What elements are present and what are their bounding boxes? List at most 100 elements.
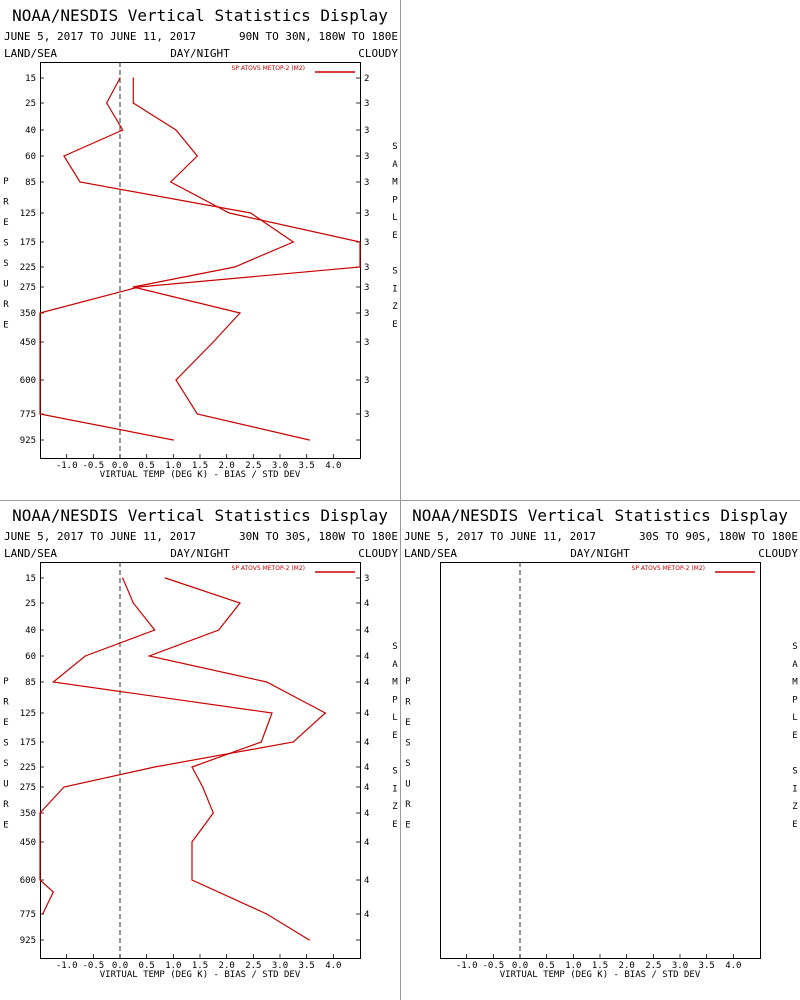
pressure-level-label: 450: [20, 838, 36, 848]
pressure-axis-letter: R: [3, 698, 9, 708]
bias-data-point: [292, 241, 294, 243]
x-tick-label: 1.0: [165, 461, 181, 471]
pressure-level-label: 925: [20, 936, 36, 946]
sample-axis-letter: L: [792, 713, 797, 723]
sample-size-value: 3: [364, 152, 369, 162]
sample-size-value: 3: [364, 178, 369, 188]
region-label: 90N TO 30N, 180W TO 180E: [239, 30, 398, 43]
date-range: JUNE 5, 2017 TO JUNE 11, 2017: [4, 530, 196, 543]
pressure-axis-letter: P: [3, 677, 9, 687]
std-dev-series-line: [39, 78, 361, 441]
x-axis-label: VIRTUAL TEMP (DEG K) - BIAS / STD DEV: [500, 970, 701, 980]
bias-data-point: [212, 812, 214, 814]
sample-size-value: 4: [364, 709, 369, 719]
pressure-axis-letter: P: [3, 177, 9, 187]
pressure-axis-letter: S: [3, 259, 8, 269]
x-tick-label: -0.5: [82, 961, 104, 971]
x-tick-label: 0.5: [139, 961, 155, 971]
std-dev-data-point: [175, 129, 177, 131]
pressure-axis-letter: S: [3, 239, 8, 249]
bias-data-point: [239, 312, 241, 314]
bias-data-point: [63, 155, 65, 157]
std-dev-data-point: [138, 286, 140, 288]
pressure-level-label: 450: [20, 338, 36, 348]
stats-panel-3: NOAA/NESDIS Vertical Statistics Display J…: [404, 506, 798, 980]
plot-frame: [440, 562, 761, 959]
bias-data-point: [271, 712, 273, 714]
sample-size-value: 3: [364, 338, 369, 348]
sample-size-value: 3: [364, 238, 369, 248]
x-tick-label: -0.5: [82, 461, 104, 471]
bias-data-point: [132, 286, 134, 288]
bias-data-point: [79, 181, 81, 183]
sample-size-value: 4: [364, 738, 369, 748]
x-tick-label: 4.0: [325, 461, 341, 471]
pressure-axis-letter: R: [3, 300, 9, 310]
std-dev-data-point: [172, 439, 174, 441]
sample-axis-letter: E: [392, 731, 397, 741]
pressure-axis-letter: S: [3, 739, 8, 749]
sample-axis-letter: S: [392, 642, 397, 652]
std-dev-data-point: [39, 879, 41, 881]
x-tick-label: 3.5: [299, 961, 315, 971]
sample-size-value: 3: [364, 263, 369, 273]
std-dev-data-point: [196, 155, 198, 157]
time-of-day-label: DAY/NIGHT: [170, 547, 230, 560]
x-axis-label: VIRTUAL TEMP (DEG K) - BIAS / STD DEV: [100, 470, 301, 480]
sample-axis-letter: E: [392, 820, 397, 830]
std-dev-data-point: [170, 181, 172, 183]
std-dev-data-point: [39, 413, 41, 415]
sky-label: CLOUDY: [358, 547, 398, 560]
x-tick-label: 4.0: [725, 961, 741, 971]
x-tick-label: 2.0: [219, 461, 235, 471]
sample-axis-letter: M: [392, 678, 398, 688]
date-range: JUNE 5, 2017 TO JUNE 11, 2017: [4, 30, 196, 43]
pressure-level-label: 40: [25, 126, 36, 136]
x-tick-label: 3.5: [699, 961, 715, 971]
sample-axis-letter: E: [792, 820, 797, 830]
std-dev-data-point: [324, 712, 326, 714]
x-tick-label: 0.0: [112, 961, 128, 971]
pressure-level-label: 350: [20, 309, 36, 319]
std-dev-data-point: [266, 681, 268, 683]
sample-axis-letter: S: [792, 642, 797, 652]
bias-data-point: [266, 913, 268, 915]
x-tick-label: 2.5: [245, 461, 261, 471]
time-of-day-label: DAY/NIGHT: [570, 547, 630, 560]
sample-size-value: 4: [364, 763, 369, 773]
sky-label: CLOUDY: [358, 47, 398, 60]
sample-axis-letter: I: [792, 784, 797, 794]
x-tick-label: 1.0: [565, 961, 581, 971]
pressure-level-label: 15: [25, 74, 36, 84]
sample-axis-letter: Z: [392, 302, 398, 312]
sample-axis-letter: M: [792, 678, 798, 688]
bias-data-point: [132, 602, 134, 604]
pressure-level-label: 25: [25, 99, 36, 109]
std-dev-data-point: [218, 629, 220, 631]
region-label: 30N TO 30S, 180W TO 180E: [239, 530, 398, 543]
sample-axis-letter: L: [392, 213, 397, 223]
sample-axis-letter: P: [392, 695, 398, 705]
sample-size-value: 3: [364, 574, 369, 584]
bias-series-line: [63, 77, 310, 441]
bias-data-point: [122, 129, 124, 131]
sample-size-value: 3: [364, 99, 369, 109]
sample-axis-letter: Z: [792, 802, 798, 812]
x-axis-label: VIRTUAL TEMP (DEG K) - BIAS / STD DEV: [100, 970, 301, 980]
std-dev-data-point: [39, 312, 41, 314]
pressure-axis-letter: P: [405, 677, 411, 687]
pressure-level-label: 85: [25, 678, 36, 688]
std-dev-data-point: [63, 786, 65, 788]
bias-data-point: [154, 629, 156, 631]
sample-axis-letter: S: [392, 142, 397, 152]
pressure-axis-letter: R: [3, 198, 9, 208]
bias-series-line: [51, 577, 310, 941]
std-dev-data-point: [239, 602, 241, 604]
sample-size-value: 3: [364, 376, 369, 386]
legend-label: SP ATOVS METOP-2 (M2): [232, 565, 305, 572]
sample-axis-letter: P: [792, 695, 798, 705]
x-tick-label: -1.0: [56, 461, 78, 471]
pressure-axis-letter: S: [405, 739, 410, 749]
pressure-axis-letter: E: [405, 718, 410, 728]
x-tick-label: -1.0: [56, 961, 78, 971]
